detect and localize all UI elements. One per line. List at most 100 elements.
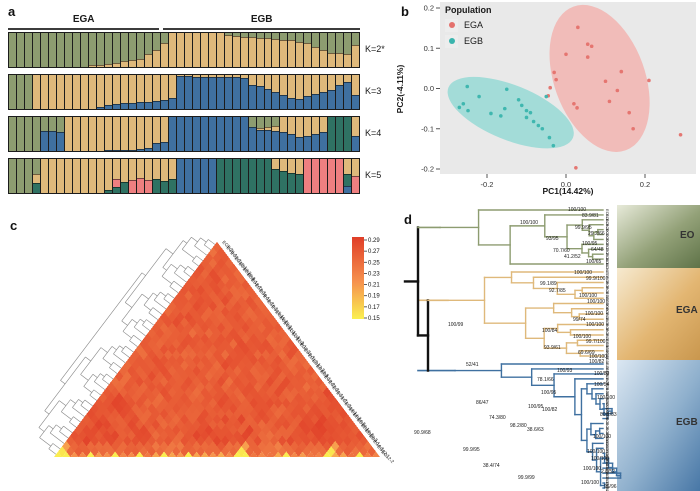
admixture-segment [288,172,296,193]
admixture-segment [96,107,104,109]
admixture-bar [24,33,33,67]
clade-strip-ega [617,268,700,360]
admixture-segment [136,117,144,150]
admixture-segment [296,159,304,175]
clade-label-egb: EGB [676,417,698,428]
admixture-segment [128,180,136,193]
admixture-segment [280,39,288,67]
admixture-segment [344,159,352,175]
group-underline [8,28,160,30]
tree-tip-label: EG1-3 [605,423,610,435]
admixture-segment [352,176,360,193]
admixture-segment [184,75,192,77]
admixture-segment [80,33,88,67]
admixture-segment [136,75,144,103]
admixture-segment [216,159,224,193]
tree-tip-label: EO1-1 [605,209,610,221]
admixture-segment [184,159,192,193]
admixture-bar [232,117,241,151]
admixture-bar [80,33,89,67]
tree-tip-label: EO3-2 [605,243,610,255]
admixture-segment [168,117,176,151]
tree-tip-label: EG6-3 [605,329,610,341]
panel-kinship-heatmap: c EG5-2 EG5-1 EG5-3 EG10-1 EG10-2 EG10-3 EG8-1… [0,210,400,491]
admixture-segment [120,75,128,104]
admixture-segment [288,33,296,41]
admixture-segment [104,63,112,67]
bootstrap-support: 100/100 [573,334,591,340]
admixture-segment [16,75,24,109]
admixture-segment [328,33,336,53]
admixture-bar [160,33,169,67]
pca-point-EGB [499,114,503,118]
admixture-segment [232,36,240,67]
tree-tip-label: EO2-2 [605,229,610,241]
admixture-segment [288,134,296,151]
admixture-segment [320,159,328,193]
admixture-segment [272,125,280,131]
admixture-bar [184,33,193,67]
tree-tip-label: EG8-2 [605,308,610,320]
admixture-segment [48,131,56,151]
admixture-segment [272,159,280,170]
admixture-bar [16,159,25,193]
bootstrap-support: 64/48 [591,247,604,253]
admixture-segment [240,117,248,151]
admixture-segment [144,159,152,181]
admixture-segment [224,77,232,109]
admixture-segment [104,75,112,105]
admixture-segment [144,101,152,109]
admixture-segment [120,149,128,151]
admixture-bar [312,117,321,151]
bootstrap-support: 100/100 [568,207,586,213]
admixture-bar [112,75,121,109]
legend-key [445,34,458,48]
admixture-segment [256,86,264,109]
tree-tip-label: EG15-1 [605,334,610,349]
svg-text:0.29: 0.29 [368,238,380,244]
bootstrap-support: 100/65 [586,259,602,265]
admixture-bar [280,75,289,109]
tree-tip-label: EG14-3 [605,437,610,452]
admixture-bar [96,117,105,151]
admixture-segment [264,159,272,193]
admixture-segment [160,141,168,151]
admixture-segment [200,75,208,77]
tree-tip-label: EO4-3 [605,263,610,275]
admixture-segment [88,117,96,151]
admixture-segment [152,50,160,67]
admixture-segment [160,117,168,142]
admixture-segment [280,170,288,193]
admixture-bar [336,33,345,67]
admixture-segment [32,33,40,67]
admixture-segment [104,104,112,109]
admixture-segment [344,75,352,83]
bootstrap-support: 99.9/99 [518,475,535,481]
admixture-bar [144,75,153,109]
admixture-bar [64,117,73,151]
bootstrap-support: 100/95 [541,390,557,396]
admixture-segment [168,98,176,109]
admixture-bar [152,159,161,193]
admixture-segment [336,53,344,67]
k-value-label: K=4 [365,128,382,138]
admixture-bar [104,75,113,109]
bootstrap-support: 100/54 [594,382,610,388]
group-label-egb: EGB [250,14,273,25]
admixture-bar [56,75,65,109]
admixture-segment [136,58,144,67]
admixture-segment [120,117,128,150]
bootstrap-support: 52/41 [466,362,479,368]
admixture-bar [88,117,97,151]
bootstrap-support: 100/100 [587,299,605,305]
admixture-segment [304,43,312,67]
tree-tip-label: EG4-3 [605,467,610,479]
admixture-bar [328,33,337,67]
admixture-segment [152,117,160,143]
admixture-segment [296,33,304,42]
admixture-segment [240,75,248,78]
admixture-segment [256,159,264,193]
admixture-bar [64,33,73,67]
admixture-bar [192,117,201,151]
k-value-label: K=2* [365,44,385,54]
